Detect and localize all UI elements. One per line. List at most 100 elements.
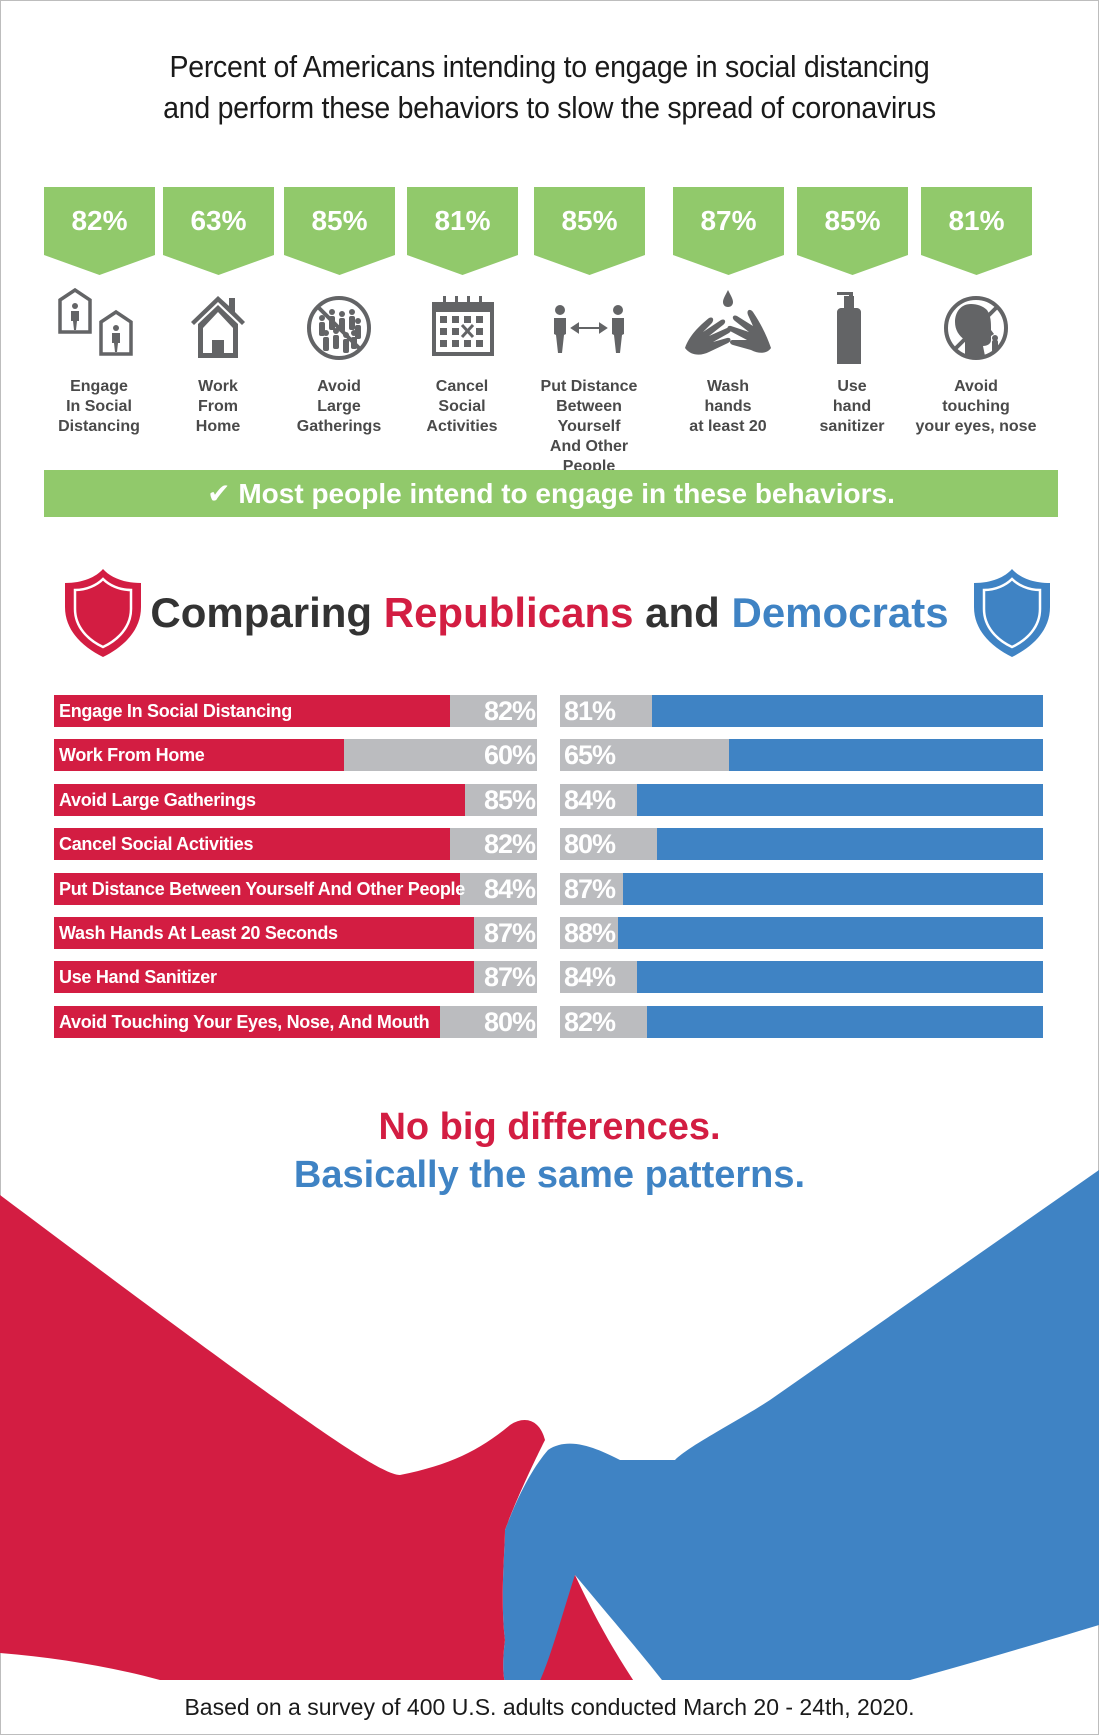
summary-banner-text: ✔ Most people intend to engage in these …: [44, 470, 1058, 517]
behavior-label-line: at least 20: [689, 418, 767, 435]
behavior-percent: 85%: [824, 205, 881, 236]
comparison-title-prefix: Comparing: [150, 589, 384, 636]
blue-arm: [502, 1170, 1099, 1680]
title-line-2: and perform these behaviors to slow the …: [163, 90, 936, 125]
percent-tab: 81%: [407, 187, 518, 275]
behavior-percent: 81%: [434, 205, 491, 236]
behavior-label: Avoid touching your eyes, nose: [911, 377, 1041, 437]
behavior-label-line: Between Yourself: [556, 398, 622, 435]
comparison-title-and: and: [633, 589, 732, 636]
title-line-1: Percent of Americans intending to engage…: [169, 49, 930, 84]
behavior-label-line: In Social: [66, 398, 132, 415]
behavior-label-line: Use: [837, 378, 867, 395]
percent-tab: 87%: [673, 187, 784, 275]
footer-note: Based on a survey of 400 U.S. adults con…: [184, 1694, 915, 1720]
behavior-label-line: Gatherings: [296, 418, 382, 435]
behavior-label-line: Home: [195, 418, 241, 435]
behavior-label-line: Large: [317, 398, 361, 415]
tab-shape: [921, 187, 1032, 275]
cancelled-calendar-icon: [407, 288, 518, 368]
democrat-bar: [637, 961, 1043, 993]
republican-bar: [54, 1006, 440, 1038]
behavior-percent: 85%: [311, 205, 368, 236]
republican-value-label: 84%: [483, 874, 536, 904]
comparison-title-democrats: Democrats: [731, 589, 949, 636]
tab-shape: [673, 187, 784, 275]
blue-shield-icon: [974, 569, 1050, 657]
category-label: Avoid Touching Your Eyes, Nose, And Mout…: [59, 1012, 430, 1032]
behavior-label-line: Social: [438, 398, 486, 415]
tab-shape: [797, 187, 908, 275]
percent-tab: 85%: [284, 187, 395, 275]
democrat-value-label: 81%: [564, 696, 616, 726]
democrat-value-label: 80%: [564, 829, 616, 859]
tab-shape: [407, 187, 518, 275]
republican-value-label: 87%: [483, 962, 536, 992]
tab-shape: [284, 187, 395, 275]
behavior-label-line: Put Distance: [540, 378, 638, 395]
handshake-illustration: [0, 1170, 1099, 1680]
behavior-label-line: Work: [198, 378, 238, 395]
behavior-label: Cancel Social Activities: [397, 377, 527, 437]
republican-value-label: 87%: [483, 918, 536, 948]
behavior-label-line: hand: [832, 398, 872, 415]
democrat-bar: [623, 873, 1043, 905]
behavior-label-line: touching: [942, 398, 1010, 415]
category-label: Wash Hands At Least 20 Seconds: [59, 923, 338, 943]
no-face-touching-icon: [921, 288, 1032, 368]
behavior-label-line: Avoid: [317, 378, 361, 395]
behavior-label-line: Wash: [706, 378, 750, 395]
behavior-label-line: Activities: [426, 418, 498, 435]
republican-value-label: 85%: [483, 785, 536, 815]
tab-shape: [44, 187, 155, 275]
democrat-bar: [652, 695, 1043, 727]
behavior-label: Put Distance Between Yourself And Other Peo…: [524, 377, 654, 477]
republican-bar: [54, 873, 460, 905]
democrat-value-label: 84%: [564, 962, 616, 992]
comparison-title-republicans: Republicans: [383, 589, 634, 636]
behavior-label-line: your eyes, nose: [915, 418, 1037, 435]
behavior-label: Avoid Large Gatherings: [274, 377, 404, 437]
behavior-label: Wash hands at least 20: [663, 377, 793, 437]
republican-bar: [54, 961, 474, 993]
tab-shape: [163, 187, 274, 275]
summary-banner: [44, 470, 1058, 517]
republican-bar: [54, 784, 465, 816]
conclusion-line-1: No big differences.: [378, 1106, 721, 1148]
behavior-label: Work From Home: [153, 377, 283, 437]
sanitizer-bottle-icon: [797, 288, 908, 368]
category-label: Engage In Social Distancing: [59, 701, 292, 721]
democrat-value-label: 87%: [564, 874, 616, 904]
behavior-percent: 85%: [561, 205, 618, 236]
comparison-title: Comparing Republicans and Democrats: [0, 585, 1099, 641]
republican-bar: [54, 917, 474, 949]
percent-tab: 63%: [163, 187, 274, 275]
category-label: Put Distance Between Yourself And Other …: [59, 879, 465, 899]
behavior-label-line: From: [198, 398, 238, 415]
conclusion-line-2: Basically the same patterns.: [293, 1154, 806, 1196]
republican-value-label: 80%: [483, 1007, 536, 1037]
behavior-label-line: Engage: [70, 378, 128, 395]
behavior-label-line: Cancel: [435, 378, 489, 395]
behavior-label-line: Distancing: [58, 418, 140, 435]
democrat-value-label: 65%: [564, 740, 616, 770]
republican-value-label: 60%: [483, 740, 536, 770]
behavior-label-line: Avoid: [954, 378, 998, 395]
democrat-bar: [729, 739, 1043, 771]
category-label: Use Hand Sanitizer: [59, 967, 217, 987]
percent-tab: 82%: [44, 187, 155, 275]
democrat-value-label: 88%: [564, 918, 616, 948]
people-distance-icon: [534, 288, 645, 368]
no-crowd-icon: [284, 288, 395, 368]
category-label: Cancel Social Activities: [59, 834, 254, 854]
democrat-bar: [647, 1006, 1043, 1038]
behavior-label: Engage In Social Distancing: [34, 377, 164, 437]
category-label: Avoid Large Gatherings: [59, 790, 256, 810]
behavior-percent: 63%: [190, 205, 247, 236]
check-icon: ✔: [207, 478, 231, 509]
democrat-value-label: 84%: [564, 785, 616, 815]
republican-value-label: 82%: [483, 829, 536, 859]
republican-bar: [54, 695, 450, 727]
tab-shape: [534, 187, 645, 275]
behavior-label-line: sanitizer: [819, 418, 885, 435]
